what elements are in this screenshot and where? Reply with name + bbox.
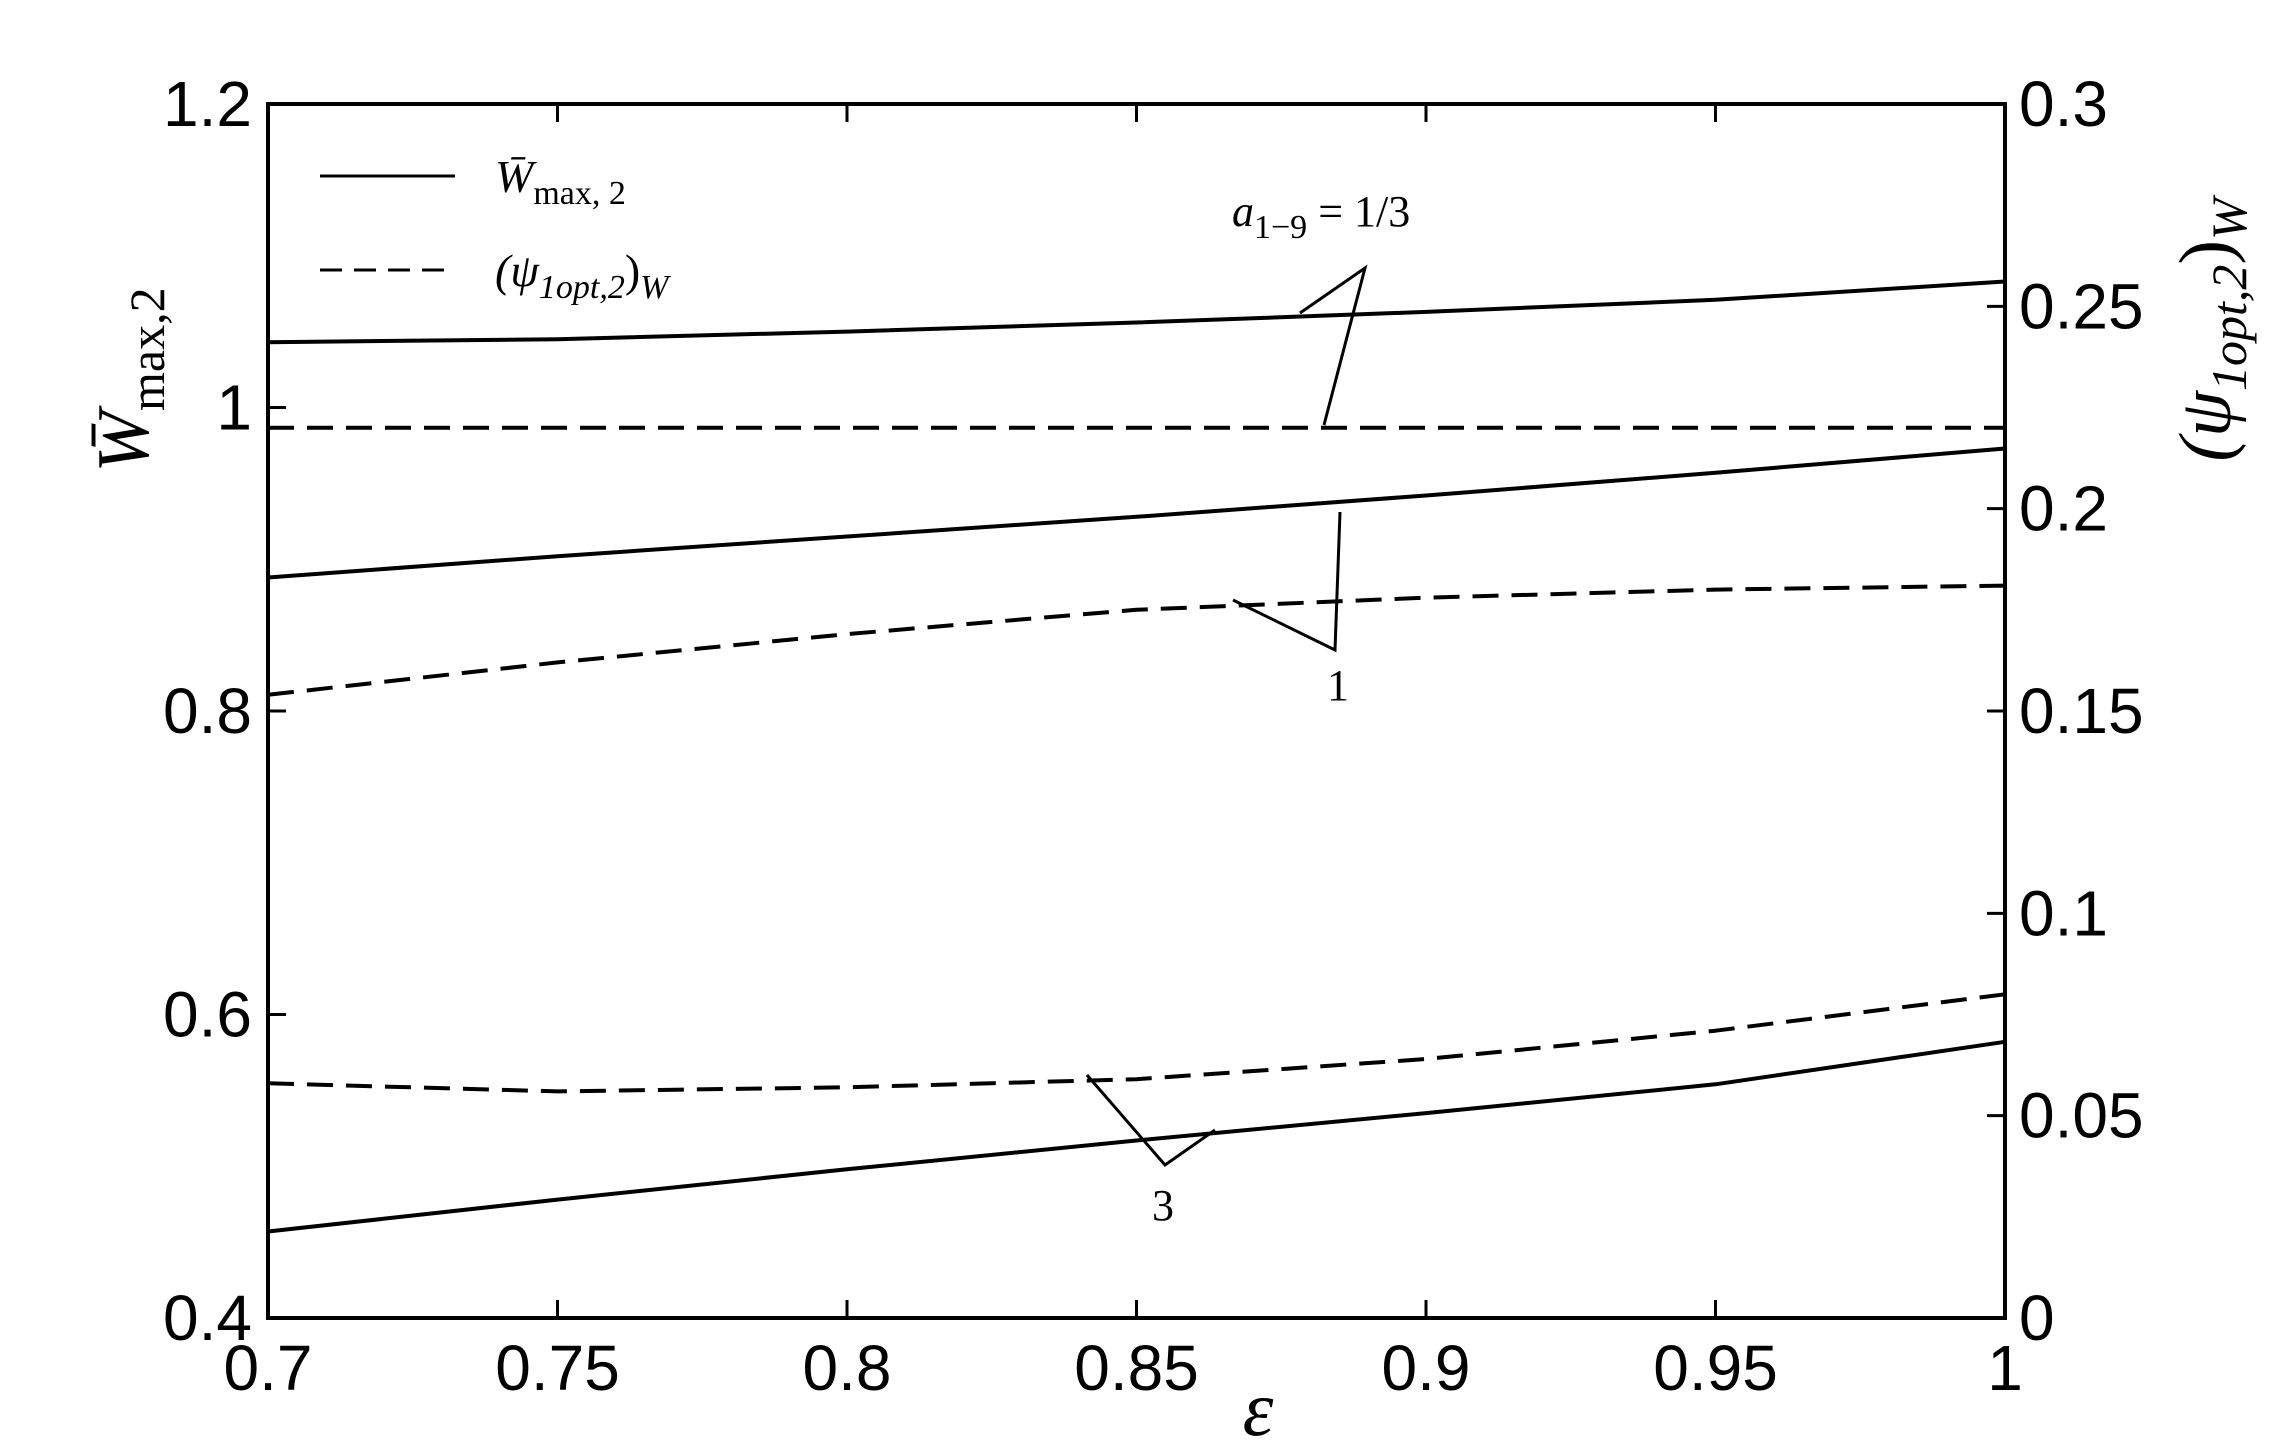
plot-area <box>268 104 2005 1318</box>
legend-label-solid: W̄max, 2 <box>495 151 626 212</box>
x-axis-label: ε <box>1243 1365 1274 1452</box>
series-solid-0 <box>267 279 2006 345</box>
legend-label-dashed: (ψ1opt,2)W <box>495 245 671 306</box>
y-right-axis-label: (ψ1opt,2)W <box>2165 194 2257 462</box>
y-right-tick-label: 0.25 <box>2019 270 2144 342</box>
x-tick-label: 0.75 <box>495 1332 620 1404</box>
annotation-3-label: 3 <box>1152 1181 1174 1230</box>
annotation-1-leader <box>1232 511 1342 653</box>
y-right-tick-label: 0.2 <box>2019 473 2108 545</box>
x-tick-label: 0.7 <box>224 1332 313 1404</box>
y-left-tick-label: 1.2 <box>163 68 252 140</box>
y-right-tick-label: 0.15 <box>2019 675 2144 747</box>
axis-labels: ε W̄max,2 (ψ1opt,2)W <box>83 194 2257 1452</box>
x-tick-label: 0.95 <box>1653 1332 1778 1404</box>
x-tick-label: 0.8 <box>803 1332 892 1404</box>
legend: W̄max, 2 (ψ1opt,2)W <box>320 151 671 306</box>
ticks-layer: 0.7 0.75 0.8 0.85 0.9 0.95 1 0.4 0.6 0.8 1 1.2 0 0.05… <box>163 68 2144 1404</box>
annotation-a-label: a1−9 = 1/3 <box>1232 187 1410 246</box>
x-tick-label: 1 <box>1987 1332 2023 1404</box>
y-left-axis-label: W̄max,2 <box>83 287 175 472</box>
series-dashed-3 <box>267 583 2006 697</box>
x-tick-label: 0.9 <box>1382 1332 1471 1404</box>
y-right-tick-label: 0.1 <box>2019 877 2108 949</box>
annotation-a-leader <box>1299 264 1368 426</box>
annotation-3-leader <box>1085 1074 1216 1168</box>
y-left-tick-label: 1 <box>216 372 252 444</box>
y-left-tick-label: 0.6 <box>163 979 252 1051</box>
series-layer <box>267 279 2006 1234</box>
series-solid-4 <box>267 1039 2006 1234</box>
plot-background <box>268 104 2005 1318</box>
x-tick-label: 0.85 <box>1074 1332 1199 1404</box>
annotation-1-label: 1 <box>1327 661 1349 710</box>
series-dashed-5 <box>267 992 2006 1094</box>
y-left-tick-label: 0.8 <box>163 675 252 747</box>
y-right-tick-label: 0.3 <box>2019 68 2108 140</box>
y-right-tick-label: 0 <box>2019 1282 2055 1354</box>
y-right-tick-label: 0.05 <box>2019 1080 2144 1152</box>
series-solid-2 <box>267 446 2006 580</box>
annotations: a1−9 = 1/3 1 3 <box>1085 187 1410 1230</box>
y-left-tick-label: 0.4 <box>163 1282 252 1354</box>
